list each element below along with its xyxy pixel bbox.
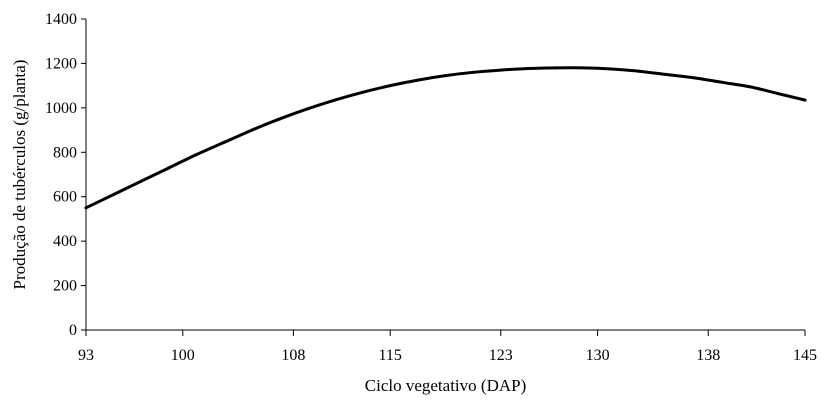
data-point [554, 66, 558, 70]
x-tick-label: 93 [78, 347, 94, 364]
data-point [775, 91, 779, 95]
data-point [250, 128, 254, 132]
x-ticks: 93 100 108 115 123 130 138 145 [78, 330, 817, 364]
data-point [139, 179, 143, 183]
x-tick-label: 100 [171, 347, 195, 364]
data-point [499, 68, 503, 72]
data-points [84, 66, 807, 210]
data-point [167, 166, 171, 170]
x-axis: 93 100 108 115 123 130 138 145 [78, 329, 817, 364]
y-ticks: 0 200 400 600 800 1000 1200 1400 [45, 11, 86, 339]
data-point [195, 153, 199, 157]
data-point [582, 66, 586, 70]
x-axis-title: Ciclo vegetativo (DAP) [365, 376, 526, 395]
data-point [637, 69, 641, 73]
data-point [222, 140, 226, 144]
x-tick-label: 115 [378, 347, 401, 364]
x-tick-label: 138 [696, 347, 720, 364]
data-point [692, 76, 696, 80]
data-point [278, 117, 282, 121]
x-tick-label: 145 [793, 347, 817, 364]
y-tick-label: 800 [53, 144, 77, 161]
data-point [526, 67, 530, 71]
x-tick-label: 130 [586, 347, 610, 364]
data-point [471, 70, 475, 74]
y-tick-label: 1000 [45, 100, 77, 117]
data-point [361, 90, 365, 94]
y-axis-title: Produção de tubérculos (g/planta) [10, 60, 29, 290]
y-axis: 0 200 400 600 800 1000 1200 1400 [45, 11, 87, 339]
y-tick-label: 1400 [45, 11, 77, 28]
data-point [609, 67, 613, 71]
y-tick-label: 400 [53, 233, 77, 250]
data-point [803, 98, 807, 102]
y-tick-label: 0 [69, 322, 77, 339]
data-point [112, 192, 116, 196]
data-point [748, 85, 752, 89]
data-point [388, 84, 392, 88]
data-point [305, 107, 309, 111]
series-line [84, 66, 807, 210]
y-tick-label: 200 [53, 278, 77, 295]
x-tick-label: 108 [281, 347, 305, 364]
data-point [720, 80, 724, 84]
x-tick-label: 123 [489, 347, 513, 364]
y-tick-label: 1200 [45, 55, 77, 72]
data-point [333, 98, 337, 102]
data-point [665, 73, 669, 77]
data-point [84, 206, 88, 210]
y-tick-label: 600 [53, 189, 77, 206]
data-point [444, 74, 447, 78]
data-point [416, 78, 420, 82]
